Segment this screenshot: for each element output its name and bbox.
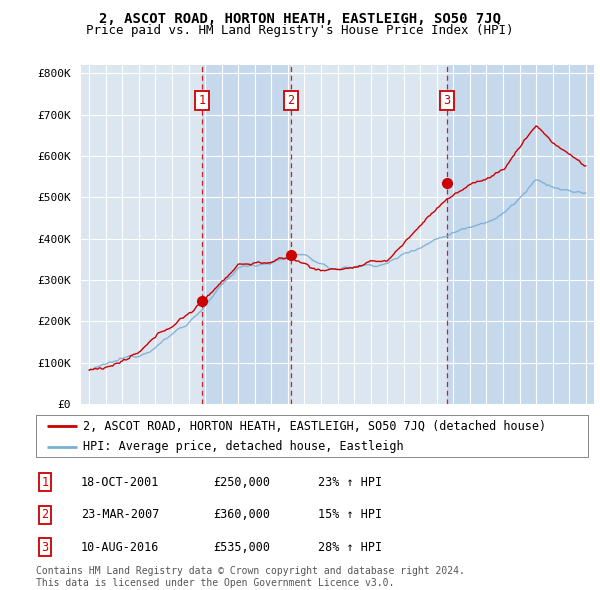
Text: 23% ↑ HPI: 23% ↑ HPI <box>318 476 382 489</box>
Text: 3: 3 <box>41 540 49 554</box>
Text: HPI: Average price, detached house, Eastleigh: HPI: Average price, detached house, East… <box>83 440 404 453</box>
Bar <box>202 65 291 404</box>
Text: Price paid vs. HM Land Registry's House Price Index (HPI): Price paid vs. HM Land Registry's House … <box>86 24 514 37</box>
Text: 28% ↑ HPI: 28% ↑ HPI <box>318 540 382 554</box>
Text: £250,000: £250,000 <box>213 476 270 489</box>
Text: 1: 1 <box>198 94 205 107</box>
Text: 23-MAR-2007: 23-MAR-2007 <box>81 508 160 522</box>
Text: 2: 2 <box>287 94 295 107</box>
Bar <box>447 65 594 404</box>
Text: 1: 1 <box>41 476 49 489</box>
Bar <box>447 65 594 404</box>
Text: 2, ASCOT ROAD, HORTON HEATH, EASTLEIGH, SO50 7JQ: 2, ASCOT ROAD, HORTON HEATH, EASTLEIGH, … <box>99 12 501 26</box>
Text: 2: 2 <box>41 508 49 522</box>
Text: £535,000: £535,000 <box>213 540 270 554</box>
Text: 2, ASCOT ROAD, HORTON HEATH, EASTLEIGH, SO50 7JQ (detached house): 2, ASCOT ROAD, HORTON HEATH, EASTLEIGH, … <box>83 419 546 432</box>
Text: 18-OCT-2001: 18-OCT-2001 <box>81 476 160 489</box>
Text: Contains HM Land Registry data © Crown copyright and database right 2024.
This d: Contains HM Land Registry data © Crown c… <box>36 566 465 588</box>
Text: 10-AUG-2016: 10-AUG-2016 <box>81 540 160 554</box>
Text: £360,000: £360,000 <box>213 508 270 522</box>
Text: 3: 3 <box>443 94 450 107</box>
Bar <box>202 65 291 404</box>
Text: 15% ↑ HPI: 15% ↑ HPI <box>318 508 382 522</box>
